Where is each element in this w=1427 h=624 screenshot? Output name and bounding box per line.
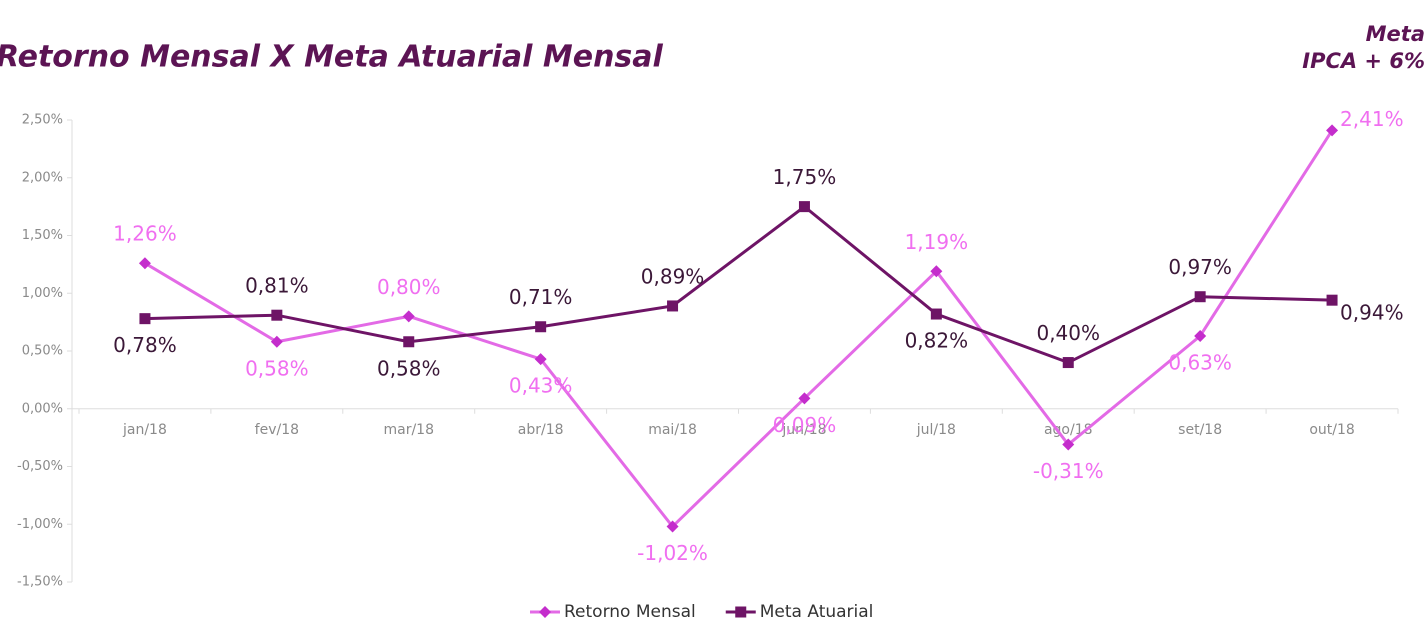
y-tick-label: -1,50%: [17, 575, 63, 590]
data-point: [535, 321, 547, 333]
data-label: -0,31%: [1033, 459, 1104, 483]
data-point: [271, 309, 283, 321]
y-tick-label: 2,00%: [22, 170, 63, 185]
data-point: [1062, 438, 1075, 451]
data-point: [138, 257, 151, 270]
data-label: 1,19%: [905, 230, 969, 254]
y-tick-label: 0,00%: [22, 401, 63, 416]
x-tick-label: fev/18: [255, 422, 299, 438]
y-tick-label: 1,00%: [22, 286, 63, 301]
data-label: -1,02%: [637, 541, 708, 565]
data-label: 0,09%: [773, 413, 837, 437]
data-label: 1,26%: [113, 222, 177, 246]
data-label: 0,71%: [509, 285, 573, 309]
legend-label: Meta Atuarial: [760, 602, 874, 622]
x-tick-label: jul/18: [916, 422, 956, 438]
y-tick-label: -0,50%: [17, 459, 63, 474]
x-tick-label: mai/18: [648, 422, 697, 438]
y-tick-label: 2,50%: [22, 113, 63, 128]
data-label: 0,43%: [509, 374, 573, 398]
chart-title: Retorno Mensal X Meta Atuarial Mensal: [0, 40, 664, 75]
y-tick-label: 0,50%: [22, 344, 63, 359]
data-label: 0,97%: [1168, 255, 1232, 279]
x-tick-label: abr/18: [518, 422, 564, 438]
data-point: [402, 310, 415, 323]
data-point: [1194, 329, 1207, 342]
data-label: 0,40%: [1036, 321, 1100, 345]
series-line: [144, 129, 1334, 529]
x-tick-label: set/18: [1178, 422, 1222, 438]
data-point: [534, 353, 547, 366]
data-point: [798, 392, 811, 405]
data-label: 0,94%: [1340, 301, 1404, 325]
data-label: 0,78%: [113, 333, 177, 357]
data-point: [1062, 357, 1074, 369]
data-label: 0,63%: [1168, 350, 1232, 374]
x-tick-label: jan/18: [122, 422, 167, 438]
data-point: [1326, 294, 1338, 306]
y-tick-label: 1,50%: [22, 228, 63, 243]
data-point: [667, 300, 679, 312]
data-point: [1326, 124, 1339, 137]
y-tick-label: -1,00%: [17, 517, 63, 532]
series-line: [144, 204, 1333, 365]
x-tick-label: jun/18: [781, 422, 826, 438]
data-point: [666, 520, 679, 533]
data-point: [403, 336, 415, 348]
annotation: Meta: [1366, 22, 1425, 46]
data-point: [798, 201, 810, 213]
data-label: 0,80%: [377, 275, 441, 299]
legend-marker: [539, 606, 551, 618]
data-label: 0,58%: [245, 356, 309, 380]
data-label: 0,82%: [905, 329, 969, 353]
data-label: 0,58%: [377, 356, 441, 380]
data-point: [270, 335, 283, 348]
x-tick-label: out/18: [1309, 422, 1354, 438]
data-label: 2,41%: [1340, 107, 1404, 131]
legend-label: Retorno Mensal: [564, 602, 696, 622]
data-label: 0,89%: [641, 264, 705, 288]
legend-marker: [735, 606, 747, 618]
data-point: [1194, 291, 1206, 303]
data-point: [139, 313, 151, 325]
data-label: 1,75%: [773, 165, 837, 189]
data-point: [930, 308, 942, 320]
data-label: 0,81%: [245, 274, 309, 298]
data-point: [930, 265, 943, 278]
annotation: IPCA + 6%: [1302, 49, 1425, 73]
x-tick-label: mar/18: [383, 422, 434, 438]
